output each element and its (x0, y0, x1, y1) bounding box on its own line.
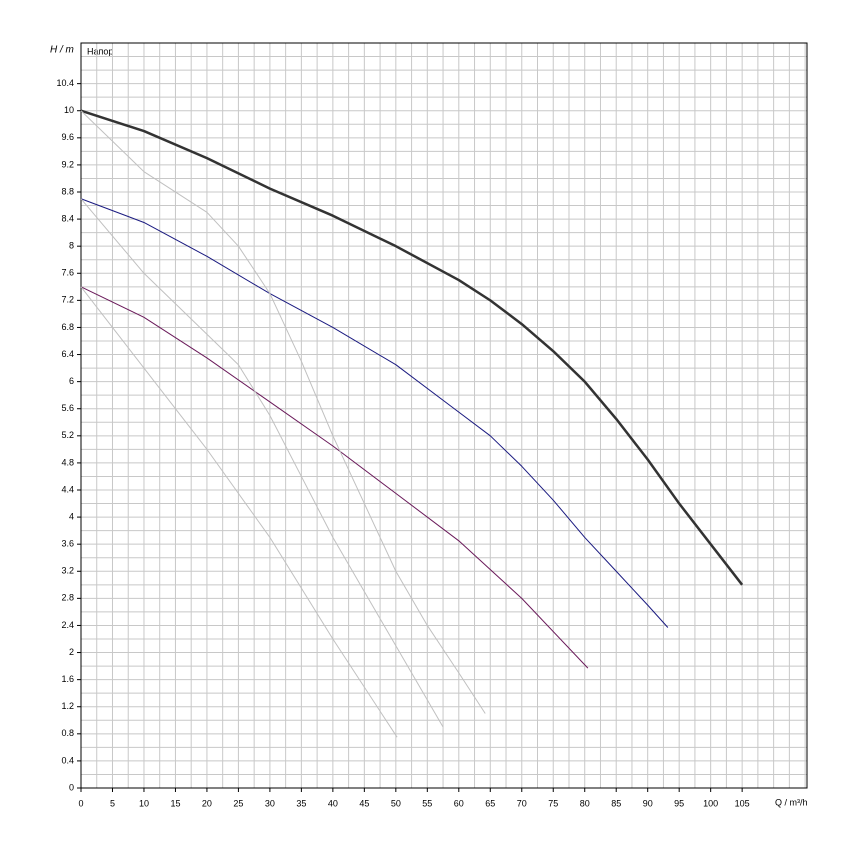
y-tick-label: 4.4 (61, 484, 74, 494)
y-tick-label: 2.8 (61, 593, 74, 603)
y-tick-label: 5.2 (61, 430, 74, 440)
x-tick-label: 25 (233, 798, 243, 808)
curve (80, 109, 744, 586)
x-tick-label: 20 (202, 798, 212, 808)
x-tick-label: 60 (454, 798, 464, 808)
y-tick-label: 8.4 (61, 213, 74, 223)
y-tick-label: 3.6 (61, 539, 74, 549)
x-tick-label: 100 (703, 798, 718, 808)
curve (80, 110, 486, 714)
y-tick-label: 6.8 (61, 322, 74, 332)
x-tick-label: 65 (485, 798, 495, 808)
y-tick-label: 3.2 (61, 566, 74, 576)
y-tick-label: 5.6 (61, 403, 74, 413)
y-tick-label: 7.2 (61, 295, 74, 305)
curve (80, 286, 398, 738)
x-tick-label: 80 (580, 798, 590, 808)
x-tick-label: 0 (78, 798, 83, 808)
curve (80, 198, 444, 728)
x-tick-label: 105 (735, 798, 750, 808)
y-tick-label: 4.8 (61, 457, 74, 467)
y-tick-label: 10 (64, 105, 74, 115)
y-tick-label: 10.4 (56, 78, 74, 88)
y-tick-label: 2.4 (61, 620, 74, 630)
x-tick-label: 55 (422, 798, 432, 808)
x-tick-label: 75 (548, 798, 558, 808)
y-tick-label: 0 (69, 782, 74, 792)
y-tick-label: 8.8 (61, 186, 74, 196)
y-tick-label: 9.2 (61, 159, 74, 169)
y-tick-label: 1.2 (61, 701, 74, 711)
x-tick-label: 5 (110, 798, 115, 808)
x-tick-label: 30 (265, 798, 275, 808)
x-tick-label: 35 (296, 798, 306, 808)
y-tick-label: 0.8 (61, 728, 74, 738)
plot-frame (80, 42, 808, 789)
y-tick-label: 4 (69, 511, 74, 521)
y-tick-label: 0.4 (61, 755, 74, 765)
y-tick-label: 7.6 (61, 268, 74, 278)
x-tick-label: 70 (517, 798, 527, 808)
x-tick-label: 95 (674, 798, 684, 808)
curve (80, 286, 589, 669)
y-tick-label: 1.6 (61, 674, 74, 684)
x-tick-label: 10 (139, 798, 149, 808)
y-tick-label: 8 (69, 241, 74, 251)
x-tick-label: 85 (611, 798, 621, 808)
y-axis-label: H / m (50, 45, 74, 56)
x-tick-label: 90 (643, 798, 653, 808)
y-tick-label: 9.6 (61, 132, 74, 142)
curve (80, 198, 669, 628)
x-tick-label: 50 (391, 798, 401, 808)
y-tick-label: 6 (69, 376, 74, 386)
x-tick-label: 45 (359, 798, 369, 808)
x-tick-label: 40 (328, 798, 338, 808)
y-tick-label: 6.4 (61, 349, 74, 359)
x-tick-label: 15 (170, 798, 180, 808)
y-tick-label: 2 (69, 647, 74, 657)
x-axis-label: Q / m³/h (775, 797, 808, 807)
curve-label: Напор (87, 46, 113, 56)
